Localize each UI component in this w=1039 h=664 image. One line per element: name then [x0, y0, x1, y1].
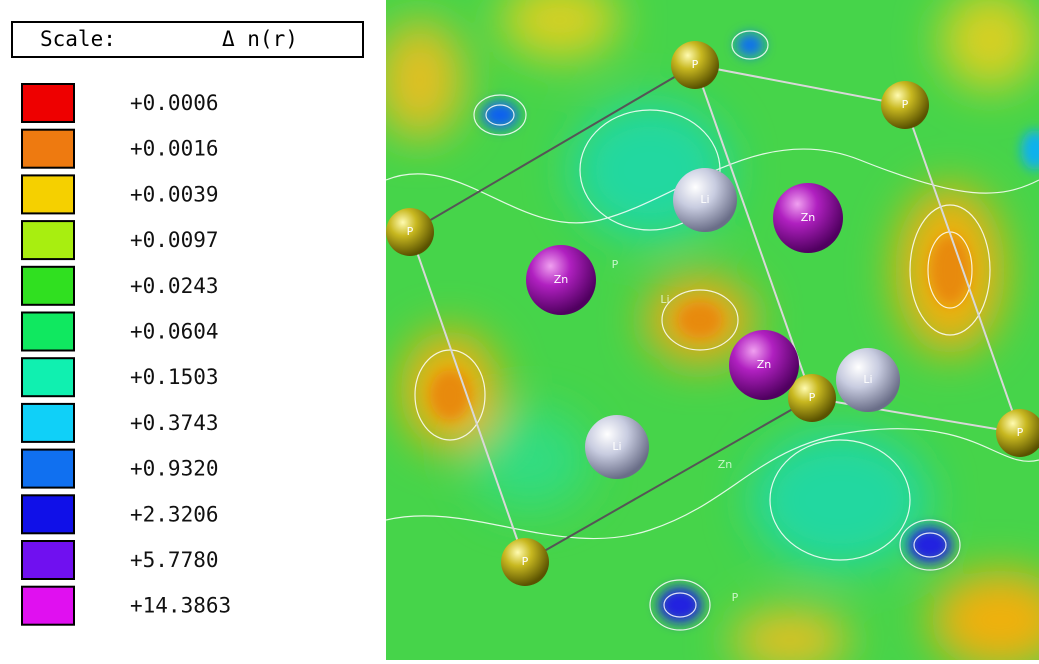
legend-label: +0.0097 [130, 228, 219, 252]
atom-label: Li [863, 373, 872, 386]
legend-swatch [22, 404, 74, 442]
legend-label: +14.3863 [130, 594, 231, 618]
atom-label: P [1017, 426, 1024, 439]
legend-label: +0.0039 [130, 182, 219, 206]
legend-swatch [22, 313, 74, 351]
legend-label: +5.7780 [130, 548, 219, 572]
legend-swatch [22, 358, 74, 396]
legend: +0.0006 +0.0016 +0.0039 +0.0097 +0.0243 +0.06… [22, 84, 231, 625]
ghost-label: P [612, 258, 619, 271]
atom-label: P [522, 555, 529, 568]
atom-label: P [407, 225, 414, 238]
legend-swatch [22, 84, 74, 122]
atom-label: P [902, 98, 909, 111]
legend-swatch [22, 450, 74, 488]
legend-swatch [22, 587, 74, 625]
legend-swatch [22, 495, 74, 533]
ghost-label: Zn [718, 458, 733, 471]
legend-label: +0.0006 [130, 91, 219, 115]
atom-label: P [809, 391, 816, 404]
atom-label: P [692, 58, 699, 71]
legend-swatch [22, 541, 74, 579]
atom-label: Zn [554, 273, 569, 286]
legend-label: +0.0243 [130, 274, 219, 298]
atom-label: Li [700, 193, 709, 206]
atom-label: Zn [757, 358, 772, 371]
canvas: Scale: Δ n(r) +0.0006+0.0016+0.0039+0.00… [0, 0, 1039, 660]
ghost-label: Li [660, 293, 669, 306]
legend-swatch [22, 221, 74, 259]
atom-label: Li [612, 440, 621, 453]
legend-label: +0.0604 [130, 320, 219, 344]
legend-label: +0.9320 [130, 457, 219, 481]
legend-swatch [22, 267, 74, 305]
legend-swatch [22, 130, 74, 168]
scale-quantity: Δ n(r) [222, 27, 298, 51]
legend-label: +2.3206 [130, 502, 219, 526]
ghost-label: P [732, 591, 739, 604]
atom-label: Zn [801, 211, 816, 224]
legend-label: +0.3743 [130, 411, 219, 435]
scale-title: Scale: [40, 27, 116, 51]
legend-label: +0.1503 [130, 365, 219, 389]
legend-label: +0.0016 [130, 137, 219, 161]
legend-swatch [22, 175, 74, 213]
screenshot: Scale: Δ n(r) +0.0006+0.0016+0.0039+0.00… [0, 0, 1039, 660]
